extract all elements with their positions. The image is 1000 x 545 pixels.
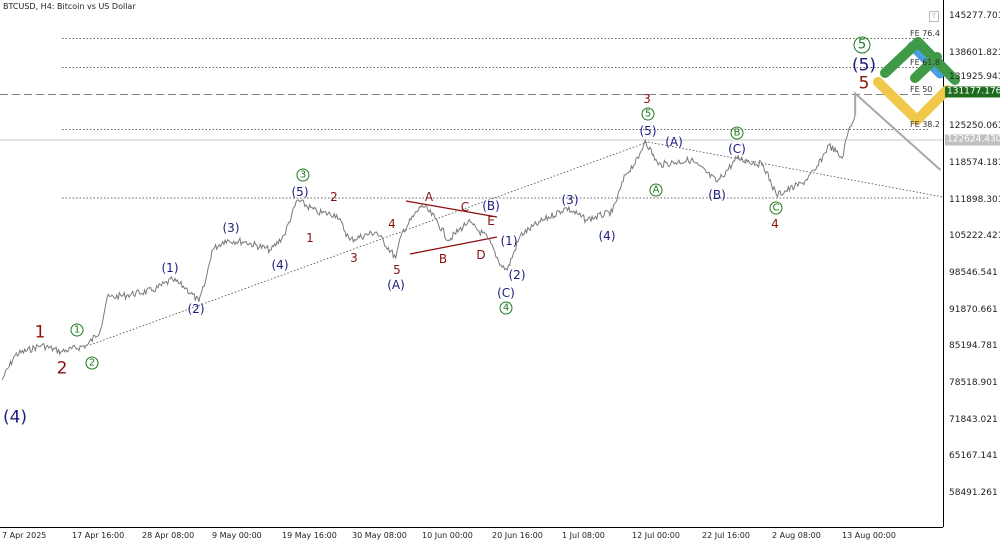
wave-label: 4 xyxy=(771,217,779,231)
time-axis-label: 30 May 08:00 xyxy=(352,531,407,540)
time-axis-label: 12 Jul 00:00 xyxy=(632,531,680,540)
price-axis-label: 118574.181 xyxy=(949,157,1000,168)
trade-toggle-button[interactable]: T xyxy=(929,11,939,22)
time-axis-label: 1 Jul 08:00 xyxy=(562,531,605,540)
wave-label: (B) xyxy=(708,188,726,202)
triangle-lower-line[interactable] xyxy=(409,236,498,255)
brand-logo xyxy=(873,37,960,125)
wave-label: (A) xyxy=(665,135,683,149)
wave-label: 1 xyxy=(306,231,314,245)
wave-label: 5 xyxy=(858,73,870,94)
price-axis-label: 111898.301 xyxy=(949,194,1000,205)
wave-label: A xyxy=(424,190,434,204)
trendline-upper[interactable] xyxy=(647,141,944,198)
wave-label: 5 xyxy=(393,263,401,277)
wave-label: 3 xyxy=(296,168,310,182)
price-axis-label: 58491.261 xyxy=(949,488,998,499)
price-axis-label: 138601.821 xyxy=(949,47,1000,58)
wave-label: (2) xyxy=(187,302,205,316)
current-price-tag: 122624.430 xyxy=(945,134,1000,146)
wave-label: 2 xyxy=(56,358,68,379)
time-axis-label: 28 Apr 08:00 xyxy=(142,531,195,540)
time-axis-label: 17 Apr 16:00 xyxy=(72,531,125,540)
price-axis-label: 125250.061 xyxy=(949,121,1000,132)
time-axis-label: 20 Jun 16:00 xyxy=(492,531,543,540)
time-axis-label: 13 Aug 00:00 xyxy=(842,531,896,540)
wave-label: 1 xyxy=(34,322,46,343)
wave-label: (4) xyxy=(598,229,616,243)
time-axis-label: 9 May 00:00 xyxy=(212,531,262,540)
wave-label: 1 xyxy=(70,323,84,337)
wave-label: B xyxy=(730,126,744,140)
wave-label: C xyxy=(460,200,470,214)
wave-label: 2 xyxy=(85,356,99,370)
fe50-price-tag: 131177.176 xyxy=(945,86,1000,98)
wave-label: 4 xyxy=(388,217,396,231)
price-axis-label: 98546.541 xyxy=(949,267,998,278)
wave-label: 4 xyxy=(499,301,513,315)
trend-lines xyxy=(0,139,944,346)
wave-label: 5 xyxy=(641,107,655,121)
wave-label: (4) xyxy=(2,407,28,428)
price-axis-label: 105222.421 xyxy=(949,231,1000,242)
fib-level-label: FE 61.8 xyxy=(910,57,941,67)
wave-label: (2) xyxy=(508,268,526,282)
chart-title: BTCUSD, H4: Bitcoin vs US Dollar xyxy=(3,2,136,11)
wave-label: E xyxy=(487,214,495,228)
wave-label: (1) xyxy=(500,234,518,248)
wave-label: D xyxy=(476,248,486,262)
wave-label: 5 xyxy=(853,36,871,54)
wave-label: 3 xyxy=(643,92,651,106)
fib-level-label: FE 76.4 xyxy=(910,28,941,38)
wave-label: (5) xyxy=(639,124,657,138)
price-axis-label: 91870.661 xyxy=(949,304,998,315)
wave-label: A xyxy=(649,183,663,197)
wave-label: B xyxy=(438,252,448,266)
time-axis-label: 7 Apr 2025 xyxy=(2,531,47,540)
wave-label: 3 xyxy=(350,251,358,265)
wave-label: (B) xyxy=(482,199,500,213)
wave-label: (3) xyxy=(222,221,240,235)
triangle-upper-line[interactable] xyxy=(405,200,498,218)
wave-label: (4) xyxy=(271,258,289,272)
fib-level-label: FE 50 xyxy=(910,84,933,94)
level-lines xyxy=(0,38,943,130)
price-axis-label: 78518.901 xyxy=(949,378,998,388)
wave-label: (C) xyxy=(497,286,515,300)
wave-label: (1) xyxy=(161,261,179,275)
wave-label: C xyxy=(769,201,783,215)
time-axis-label: 19 May 16:00 xyxy=(282,531,337,540)
price-axis-label: 65167.141 xyxy=(949,451,998,462)
time-axis-label: 2 Aug 08:00 xyxy=(772,531,821,540)
price-axis-label: 145277.701 xyxy=(949,11,1000,21)
trendline-lower[interactable] xyxy=(89,141,649,346)
price-axis-label: 85194.781 xyxy=(949,341,998,352)
price-axis-label: 71843.021 xyxy=(949,414,998,425)
wave-label: (5) xyxy=(291,185,309,199)
time-axis-label: 10 Jun 00:00 xyxy=(422,531,473,540)
price-axis-label: 131925.941 xyxy=(949,72,1000,83)
projection-line[interactable] xyxy=(854,91,942,171)
fib-level-label: FE 38.2 xyxy=(910,119,941,129)
wave-label: (5) xyxy=(851,55,877,76)
time-axis-label: 22 Jul 16:00 xyxy=(702,531,750,540)
wave-label: (3) xyxy=(561,193,579,207)
wave-label: (A) xyxy=(387,278,405,292)
price-series xyxy=(1,114,856,381)
wave-label: (C) xyxy=(728,142,746,156)
wave-label: 2 xyxy=(330,190,338,204)
